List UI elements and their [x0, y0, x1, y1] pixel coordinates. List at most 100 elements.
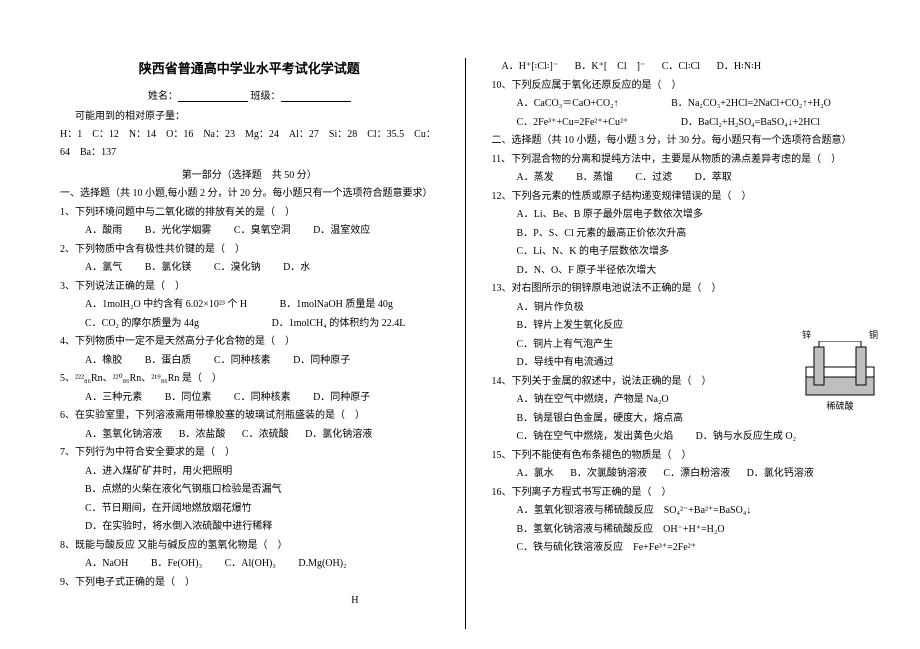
q4-c: C．同种核素: [214, 352, 271, 371]
q15: 15、下列不能使有色布条褪色的物质是（ ）: [492, 447, 871, 466]
q6-d: D．氯化钠溶液: [305, 426, 372, 445]
q12-c: C．Li、N、K 的电子层数依次增多: [492, 243, 871, 262]
q4-a: A．橡胶: [85, 352, 122, 371]
section2-head: 二、选择题（共 10 小题，每小题 3 分，计 30 分。每小题只有一个选项符合…: [492, 132, 871, 151]
page: 陕西省普通高中学业水平考试化学试题 姓名： 班级： 可能用到的相对原子量： H：…: [0, 0, 920, 649]
part1-title: 第一部分（选择题 共 50 分）: [60, 166, 439, 181]
q2-a: A．氯气: [85, 259, 122, 278]
q6-b: B．浓盐酸: [179, 426, 226, 445]
q4-d: D．同种原子: [293, 352, 350, 371]
acid-label: 稀硫酸: [798, 399, 882, 412]
atomic-values: H：1 C：12 N：14 O：16 Na：23 Mg：24 Al：27 Si：…: [60, 126, 439, 162]
q9-opts: A．H⁺[꞉Cl꞉]⁻ B．K⁺[ Cl ]⁻ C．Cl꞉Cl D．H꞉N꞉H: [492, 58, 871, 77]
q8-opts: A．NaOH B．Fe(OH)₃ C．Al(OH)₃ D.Mg(OH)₂: [60, 555, 439, 574]
q1-b: B．光化学烟雾: [145, 222, 212, 241]
q7-d: D．在实验时，将水倒入浓硫酸中进行稀释: [85, 518, 272, 537]
atomic-label: 可能用到的相对原子量：: [60, 108, 439, 126]
q9: 9、下列电子式正确的是（ ）: [60, 574, 439, 593]
q12-a: A．Li、Be、B 原子最外层电子数依次增多: [492, 206, 871, 225]
q7-a: A．进入煤矿矿井时，用火把照明: [85, 463, 232, 482]
q3-d: D．1molCH₄ 的体积约为 22.4L: [272, 315, 406, 334]
q2: 2、下列物质中含有极性共价键的是（ ）: [60, 241, 439, 260]
q1-d: D．温室效应: [313, 222, 370, 241]
q5-opts: A．三种元素 B．同位素 C．同种核素 D．同种原子: [60, 389, 439, 408]
q8-c: C．Al(OH)₃: [225, 555, 276, 574]
q14-a: A．钠在空气中燃烧，产物是 Na₂O: [517, 391, 669, 410]
q3-opts-row1: A．1molH₂O 中约含有 6.02×10²³ 个 H B．1molNaOH …: [60, 296, 439, 315]
class-label: 班级：: [251, 91, 281, 102]
q14-c: C．钠在空气中燃烧，发出黄色火焰: [517, 428, 674, 447]
q12-d: D．N、O、F 原子半径依次增大: [492, 262, 871, 281]
q11-c: C．过滤: [635, 169, 672, 188]
q7-b: B．点燃的火柴在液化气钢瓶口检验是否漏气: [85, 481, 282, 500]
q8-b: B．Fe(OH)₃: [151, 555, 202, 574]
column-divider: [465, 58, 466, 629]
q9-c: C．Cl꞉Cl: [662, 58, 700, 77]
q5-d: D．同种原子: [313, 389, 370, 408]
q14-d: D．钠与水反应生成 O₂: [696, 428, 796, 447]
q15-a: A．氯水: [517, 465, 554, 484]
q11: 11、下列混合物的分离和提纯方法中，主要是从物质的沸点差异考虑的是（ ）: [492, 151, 871, 170]
q1-opts: A．酸雨 B．光化学烟雾 C．臭氧空洞 D．温室效应: [60, 222, 439, 241]
q8: 8、既能与酸反应 又能与碱反应的氢氧化物是（ ）: [60, 537, 439, 556]
q3-b: B．1molNaOH 质量是 40g: [280, 296, 393, 315]
q13: 13、对右图所示的铜锌原电池说法不正确的是（ ）: [492, 280, 871, 299]
q1: 1、下列环境问题中与二氧化碳的排放有关的是（ ）: [60, 204, 439, 223]
q3-c: C．CO₂ 的摩尔质量为 44g: [85, 315, 199, 334]
q12: 12、下列各元素的性质或原子结构递变规律错误的是（ ）: [492, 188, 871, 207]
q16-c: C．铁与硫化铁溶液反应 Fe+Fe³⁺=2Fe²⁺: [492, 539, 871, 558]
q10-b: B．Na₂CO₃+2HCl=2NaCl+CO₂↑+H₂O: [671, 95, 831, 114]
q16-a: A．氢氧化钡溶液与稀硫酸反应 SO₄²⁻+Ba²⁺=BaSO₄↓: [492, 502, 871, 521]
q2-b: B．氯化镁: [145, 259, 192, 278]
q15-opts: A．氯水 B．次氯酸钠溶液 C．漂白粉溶液 D．氯化钙溶液: [492, 465, 871, 484]
q11-a: A．蒸发: [517, 169, 554, 188]
battery-svg: [798, 341, 882, 399]
q6: 6、在实验室里，下列溶液需用带橡胶塞的玻璃试剂瓶盛装的是（ ）: [60, 407, 439, 426]
q6-a: A．氢氧化钠溶液: [85, 426, 162, 445]
q9-b: B．K⁺[ Cl ]⁻: [575, 58, 646, 77]
q1-c: C．臭氧空洞: [234, 222, 291, 241]
doc-title: 陕西省普通高中学业水平考试化学试题: [60, 58, 439, 77]
q3: 3、下列说法正确的是（ ）: [60, 278, 439, 297]
q6-opts: A．氢氧化钠溶液 B．浓盐酸 C．浓硫酸 D．氯化钠溶液: [60, 426, 439, 445]
q11-opts: A．蒸发 B．蒸馏 C．过滤 D．萃取: [492, 169, 871, 188]
name-blank: [178, 91, 248, 102]
left-column: 陕西省普通高中学业水平考试化学试题 姓名： 班级： 可能用到的相对原子量： H：…: [60, 58, 439, 629]
q11-d: D．萃取: [695, 169, 732, 188]
q10-d: D．BaCl₂+H₂SO₄=BaSO₄↓+2HCl: [681, 114, 820, 133]
q10: 10、下列反应属于氧化还原反应的是（ ）: [492, 77, 871, 96]
q4-b: B．蛋白质: [145, 352, 192, 371]
q2-c: C．溴化钠: [214, 259, 261, 278]
q10-opts-row1: A．CaCO₃＝CaO+CO₂↑ B．Na₂CO₃+2HCl=2NaCl+CO₂…: [492, 95, 871, 114]
q9-d: D．H꞉N꞉H: [717, 58, 761, 77]
q10-a: A．CaCO₃＝CaO+CO₂↑: [517, 95, 619, 114]
zn-label: 锌: [802, 328, 811, 341]
q14-b: B．钠是银白色金属，硬度大，熔点高: [517, 410, 684, 429]
cu-label: 铜: [869, 328, 878, 341]
right-column: A．H⁺[꞉Cl꞉]⁻ B．K⁺[ Cl ]⁻ C．Cl꞉Cl D．H꞉N꞉H …: [492, 58, 871, 629]
q12-b: B．P、S、Cl 元素的最高正价依次升高: [492, 225, 871, 244]
q1-a: A．酸雨: [85, 222, 122, 241]
q3-opts-row2: C．CO₂ 的摩尔质量为 44g D．1molCH₄ 的体积约为 22.4L: [60, 315, 439, 334]
q15-d: D．氯化钙溶液: [747, 465, 814, 484]
q11-b: B．蒸馏: [576, 169, 613, 188]
name-row: 姓名： 班级：: [60, 87, 439, 102]
q6-c: C．浓硫酸: [242, 426, 289, 445]
q2-d: D．水: [283, 259, 310, 278]
q15-c: C．漂白粉溶液: [663, 465, 730, 484]
q14-opts-row2: C．钠在空气中燃烧，发出黄色火焰 D．钠与水反应生成 O₂: [492, 428, 871, 447]
q7-opts-row2: C．节日期间，在开阔地燃放烟花爆竹 D．在实验时，将水倒入浓硫酸中进行稀释: [60, 500, 439, 537]
section1-head: 一、选择题（共 10 小题,每小题 2 分，计 20 分。每小题只有一个选项符合…: [60, 185, 439, 204]
q4: 4、下列物质中一定不是天然高分子化合物的是（ ）: [60, 333, 439, 352]
q10-c: C．2Fe³⁺+Cu=2Fe²⁺+Cu²⁺: [517, 114, 629, 133]
q15-b: B．次氯酸钠溶液: [570, 465, 647, 484]
q5-c: C．同种核素: [234, 389, 291, 408]
q7-opts-row1: A．进入煤矿矿井时，用火把照明 B．点燃的火柴在液化气钢瓶口检验是否漏气: [60, 463, 439, 500]
q5-b: B．同位素: [165, 389, 212, 408]
q8-a: A．NaOH: [85, 555, 128, 574]
class-blank: [281, 91, 351, 102]
q3-a: A．1molH₂O 中约含有 6.02×10²³ 个 H: [85, 296, 247, 315]
q4-opts: A．橡胶 B．蛋白质 C．同种核素 D．同种原子: [60, 352, 439, 371]
q13-a: A．铜片作负极: [492, 299, 871, 318]
q16: 16、下列离子方程式书写正确的是（ ）: [492, 484, 871, 503]
